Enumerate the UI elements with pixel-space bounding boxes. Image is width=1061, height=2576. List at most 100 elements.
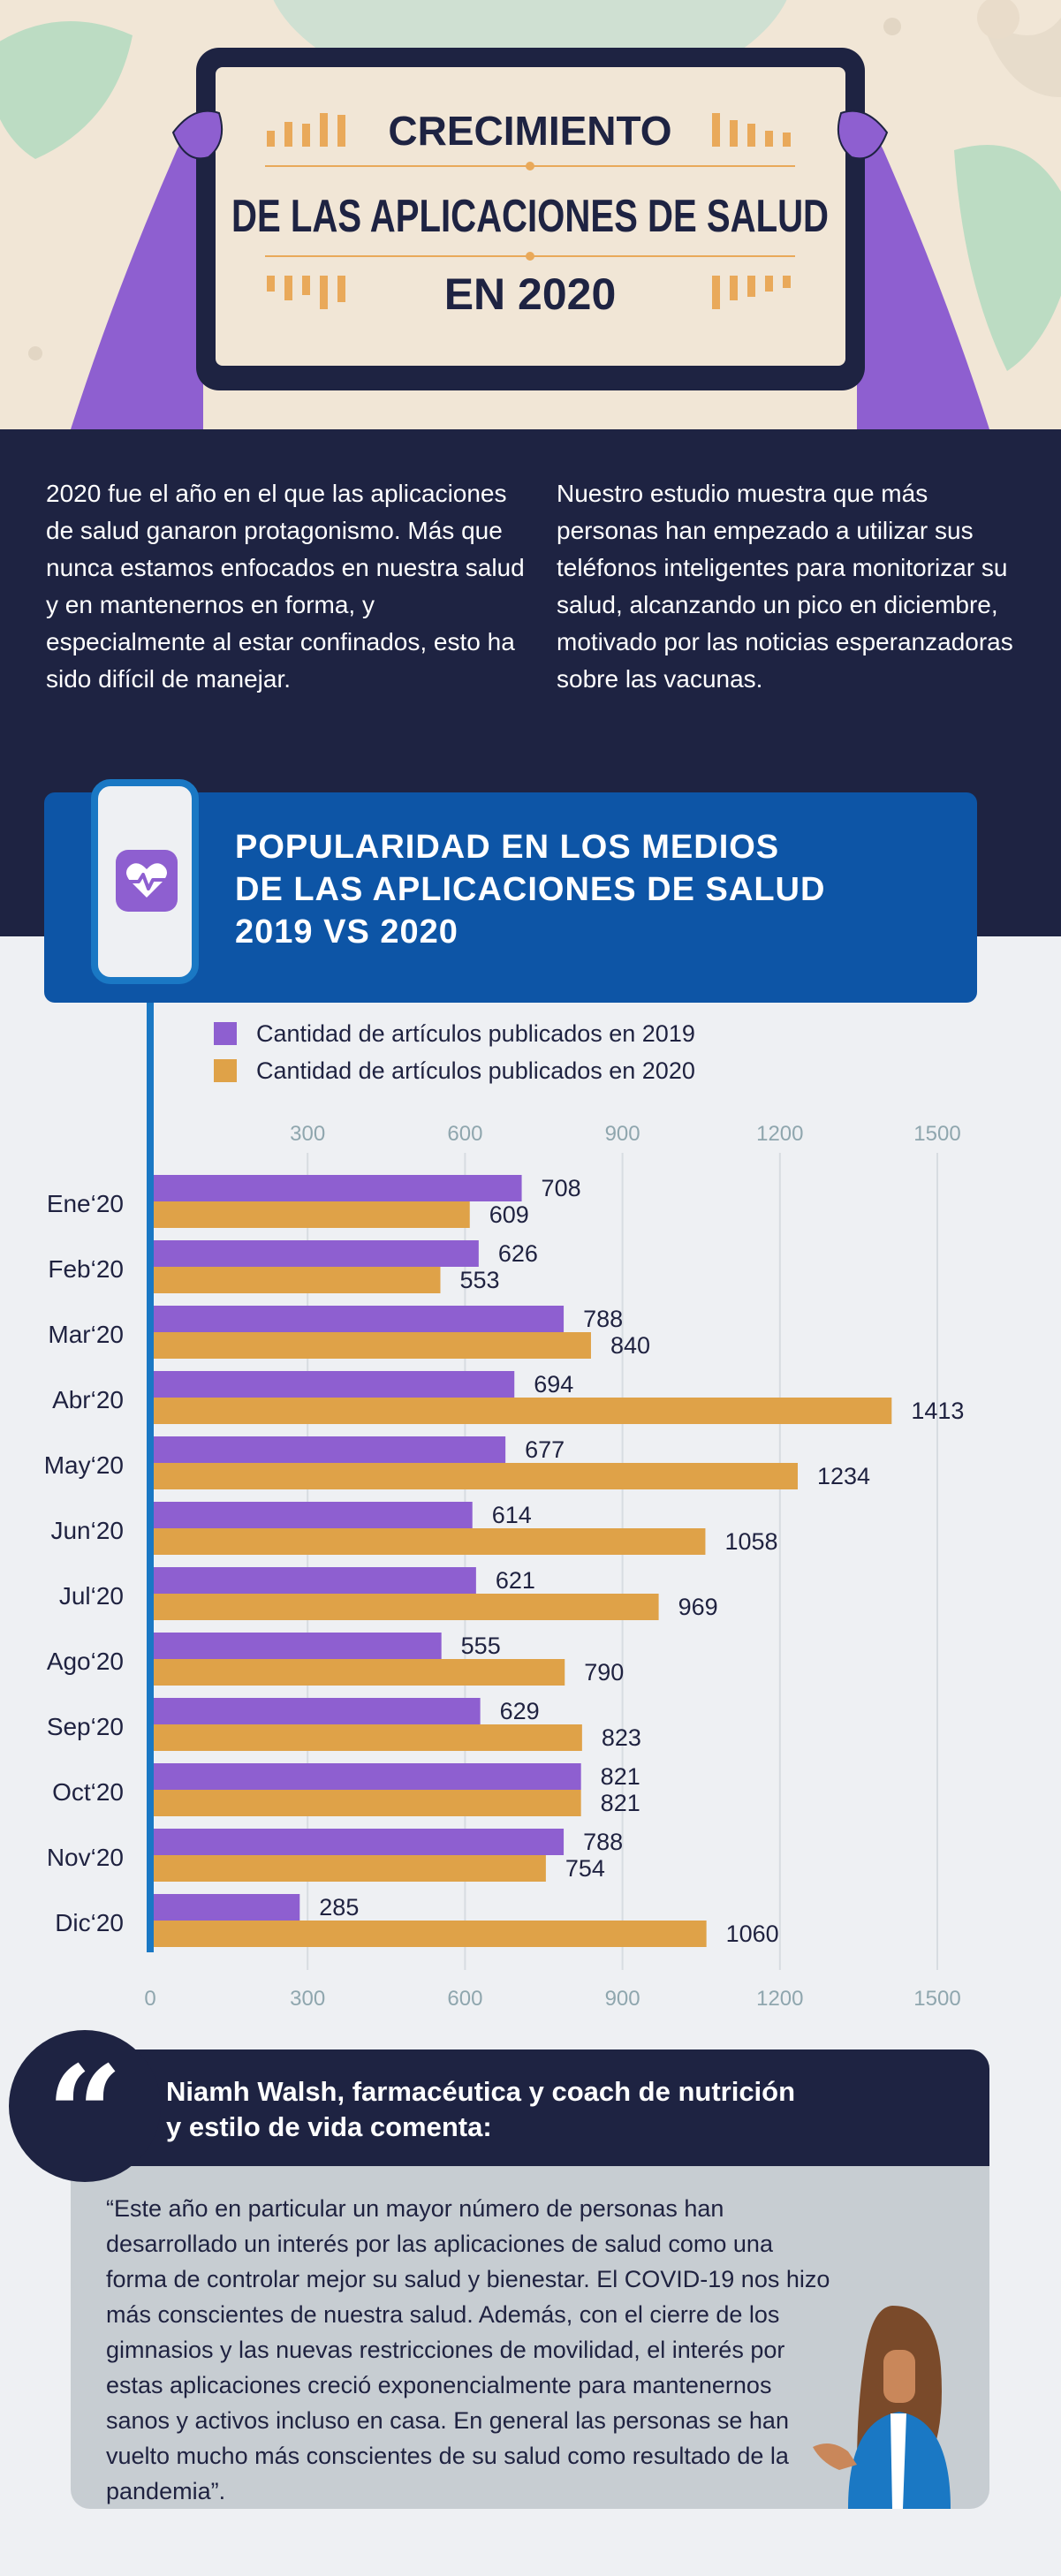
bar-2020: [150, 1528, 706, 1555]
quote-mark: “: [46, 2037, 124, 2193]
category-label: Ago‘20: [47, 1648, 124, 1675]
category-label: Oct‘20: [52, 1778, 124, 1806]
bar-2020: [150, 1267, 441, 1293]
category-label: Ene‘20: [47, 1190, 124, 1217]
tablet-screen: [216, 67, 845, 366]
category-label: Nov‘20: [47, 1844, 124, 1871]
top-tick-label: 1500: [913, 1122, 960, 1146]
bar-2020: [150, 1398, 892, 1424]
quote-icon: “: [9, 2030, 161, 2191]
category-label: May‘20: [44, 1451, 124, 1479]
quote-card: “Este año en particular un mayor número …: [71, 2166, 989, 2509]
legend-label-2020: Cantidad de artículos publicados en 2020: [256, 1057, 695, 1084]
value-label-2019: 626: [498, 1240, 538, 1267]
bar-2020: [150, 1790, 581, 1816]
bar-2019: [150, 1763, 581, 1790]
value-label-2019: 621: [496, 1567, 535, 1594]
value-label-2020: 821: [601, 1790, 640, 1816]
chart-plot: 300 600 900 1200 1500 0 300 600 900 1200 1500 Ene‘2…: [44, 1003, 964, 2011]
value-label-2020: 790: [584, 1659, 624, 1686]
top-tick-label: 600: [447, 1122, 482, 1146]
bar-2020: [150, 1921, 707, 1947]
leaf-right-icon: [954, 145, 1061, 371]
value-label-2019: 788: [583, 1829, 623, 1855]
bottom-tick-label: 900: [605, 1987, 640, 2011]
hero-artwork: CRECIMIENTO DE LAS APLICACIONES DE SALUD…: [0, 0, 1061, 429]
value-label-2020: 553: [459, 1267, 499, 1293]
bottom-tick-label: 1200: [756, 1987, 803, 2011]
bar-2019: [150, 1567, 476, 1594]
bar-2019: [150, 1240, 479, 1267]
legend-swatch-2019: [214, 1022, 237, 1045]
right-hand-icon: [843, 115, 989, 429]
value-label-2019: 821: [601, 1763, 640, 1790]
value-label-2020: 823: [602, 1724, 641, 1751]
value-label-2019: 708: [542, 1175, 581, 1201]
value-label-2019: 555: [461, 1633, 501, 1659]
bar-2019: [150, 1502, 473, 1528]
bar-2019: [150, 1371, 515, 1398]
bottom-tick-label: 0: [144, 1987, 155, 2011]
chart-title-banner: POPULARIDAD EN LOS MEDIOS DE LAS APLICAC…: [44, 792, 977, 1003]
category-label: Sep‘20: [47, 1713, 124, 1740]
value-label-2020: 840: [610, 1332, 650, 1359]
bar-2020: [150, 1724, 582, 1751]
category-label: Abr‘20: [52, 1386, 124, 1413]
value-label-2019: 788: [583, 1306, 623, 1332]
value-label-2020: 1413: [911, 1398, 964, 1424]
quote-text: “Este año en particular un mayor número …: [106, 2195, 830, 2504]
hero-title-line3: EN 2020: [444, 269, 617, 319]
decor-bars: [267, 113, 791, 309]
category-label: Jun‘20: [50, 1517, 124, 1544]
hero-illustration: CRECIMIENTO DE LAS APLICACIONES DE SALUD…: [0, 0, 1061, 429]
value-label-2020: 969: [678, 1594, 718, 1620]
category-label: Mar‘20: [48, 1321, 124, 1348]
value-label-2019: 694: [534, 1371, 573, 1398]
top-tick-label: 1200: [756, 1122, 803, 1146]
intro-right-paragraph: Nuestro estudio muestra que más personas…: [557, 480, 1013, 693]
quote-author: Niamh Walsh, farmacéutica y coach de nut…: [166, 2076, 796, 2142]
bar-2019: [150, 1698, 481, 1724]
bottom-tick-label: 300: [290, 1987, 325, 2011]
leaf-left-icon: [0, 21, 133, 159]
bar-2020: [150, 1463, 798, 1489]
bar-2019: [150, 1633, 442, 1659]
quote-header: Niamh Walsh, farmacéutica y coach de nut…: [71, 2049, 989, 2166]
bar-2020: [150, 1594, 659, 1620]
category-label: Feb‘20: [48, 1255, 124, 1283]
top-tick-label: 300: [290, 1122, 325, 1146]
category-label: Dic‘20: [55, 1909, 124, 1936]
intro-left-paragraph: 2020 fue el año en el que las aplicacion…: [46, 480, 525, 693]
top-tick-label: 900: [605, 1122, 640, 1146]
phone-icon: [91, 779, 199, 984]
bar-2019: [150, 1436, 506, 1463]
value-label-2019: 614: [492, 1502, 532, 1528]
value-label-2020: 754: [565, 1855, 605, 1882]
bottom-tick-label: 1500: [913, 1987, 960, 2011]
bottom-tick-label: 600: [447, 1987, 482, 2011]
bar-2020: [150, 1201, 470, 1228]
value-label-2020: 1058: [724, 1528, 777, 1555]
value-label-2019: 677: [525, 1436, 565, 1463]
bar-chart: Cantidad de artículos publicados en 2019…: [0, 1003, 1061, 2023]
bar-2020: [150, 1332, 591, 1359]
bar-2019: [150, 1829, 565, 1855]
hero-title-line1: CRECIMIENTO: [388, 108, 671, 154]
bar-2020: [150, 1659, 565, 1686]
chart-title: POPULARIDAD EN LOS MEDIOS DE LAS APLICAC…: [235, 829, 826, 951]
value-label-2020: 609: [489, 1201, 529, 1228]
bar-2019: [150, 1894, 300, 1921]
category-label: Jul‘20: [59, 1582, 124, 1610]
hero-title-line2: DE LAS APLICACIONES DE SALUD: [231, 191, 829, 242]
legend-swatch-2020: [214, 1059, 237, 1082]
bar-2020: [150, 1855, 546, 1882]
person-illustration: [813, 2306, 951, 2509]
value-label-2019: 629: [500, 1698, 540, 1724]
left-hand-icon: [71, 115, 217, 429]
bar-2019: [150, 1306, 565, 1332]
value-label-2020: 1234: [817, 1463, 870, 1489]
heart-pulse-icon: [116, 850, 178, 912]
bar-2019: [150, 1175, 522, 1201]
value-label-2019: 285: [319, 1894, 359, 1921]
value-label-2020: 1060: [726, 1921, 779, 1947]
